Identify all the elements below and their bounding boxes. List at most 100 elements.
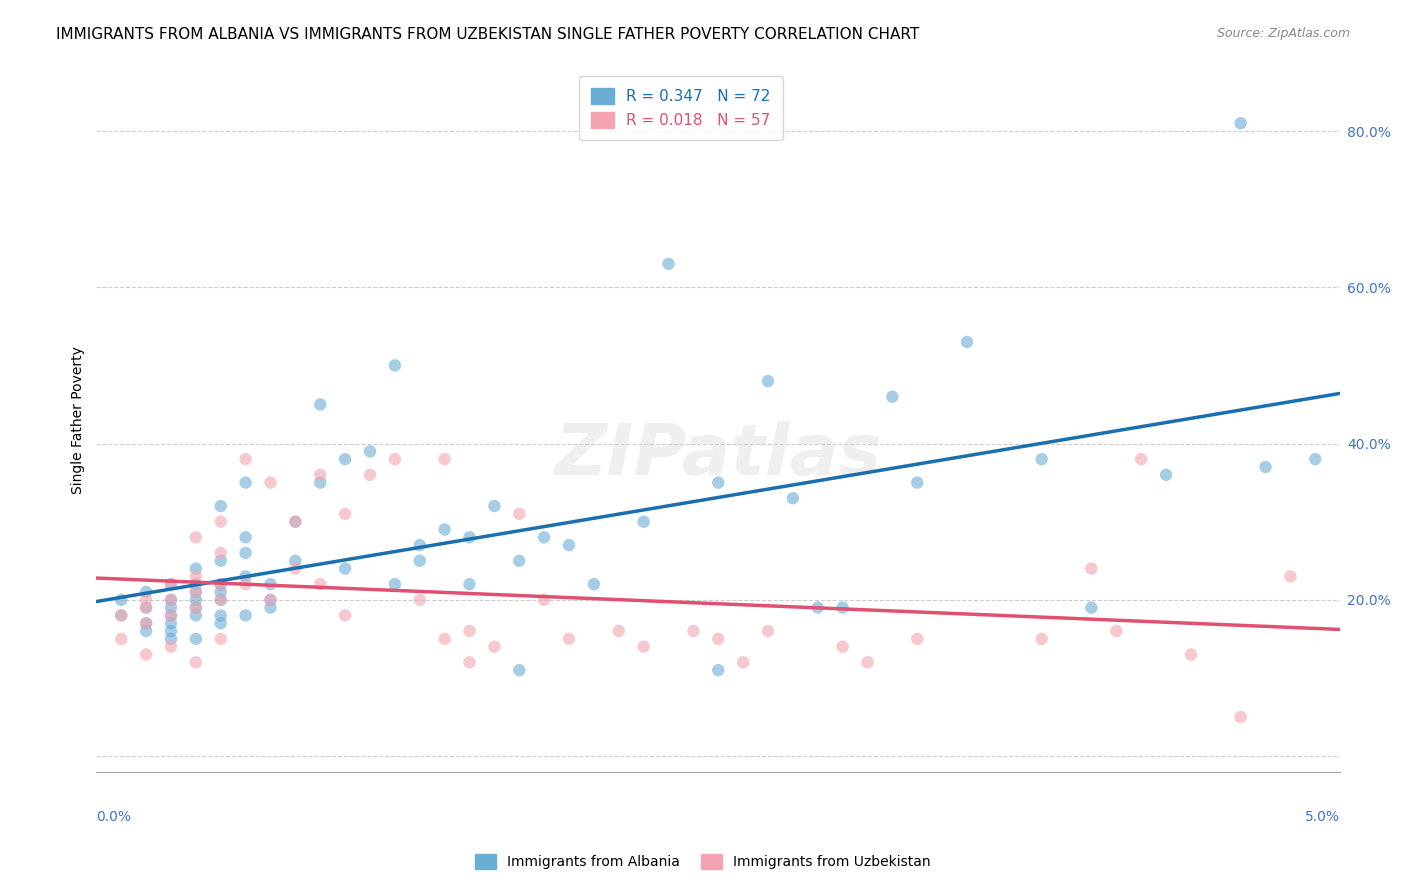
Point: [1105, 624, 1128, 638]
Legend: Immigrants from Albania, Immigrants from Uzbekistan: Immigrants from Albania, Immigrants from…: [468, 847, 938, 876]
Point: [756, 374, 779, 388]
Point: [135, 624, 157, 638]
Point: [160, 624, 183, 638]
Point: [409, 592, 432, 607]
Point: [1229, 116, 1251, 130]
Point: [484, 499, 506, 513]
Point: [558, 538, 581, 552]
Point: [359, 467, 381, 482]
Point: [533, 592, 555, 607]
Text: IMMIGRANTS FROM ALBANIA VS IMMIGRANTS FROM UZBEKISTAN SINGLE FATHER POVERTY CORR: IMMIGRANTS FROM ALBANIA VS IMMIGRANTS FR…: [56, 27, 920, 42]
Point: [184, 592, 207, 607]
Point: [707, 632, 730, 646]
Point: [1080, 561, 1102, 575]
Text: ZIPatlas: ZIPatlas: [554, 421, 882, 490]
Point: [1080, 600, 1102, 615]
Point: [209, 632, 232, 646]
Point: [707, 475, 730, 490]
Point: [682, 624, 704, 638]
Point: [184, 585, 207, 599]
Point: [1180, 648, 1202, 662]
Point: [484, 640, 506, 654]
Point: [235, 530, 257, 544]
Point: [235, 608, 257, 623]
Point: [831, 600, 853, 615]
Point: [582, 577, 605, 591]
Point: [135, 600, 157, 615]
Text: 5.0%: 5.0%: [1305, 810, 1340, 824]
Point: [160, 608, 183, 623]
Point: [184, 600, 207, 615]
Point: [1154, 467, 1177, 482]
Point: [209, 616, 232, 631]
Point: [160, 632, 183, 646]
Point: [508, 507, 530, 521]
Point: [558, 632, 581, 646]
Point: [1031, 452, 1053, 467]
Point: [235, 452, 257, 467]
Point: [184, 608, 207, 623]
Point: [184, 585, 207, 599]
Point: [209, 577, 232, 591]
Point: [782, 491, 804, 506]
Point: [409, 538, 432, 552]
Point: [333, 452, 356, 467]
Point: [905, 632, 928, 646]
Point: [259, 592, 281, 607]
Point: [384, 452, 406, 467]
Point: [160, 640, 183, 654]
Point: [1229, 710, 1251, 724]
Text: 0.0%: 0.0%: [97, 810, 131, 824]
Point: [657, 257, 679, 271]
Point: [1031, 632, 1053, 646]
Point: [184, 577, 207, 591]
Point: [160, 577, 183, 591]
Point: [633, 515, 655, 529]
Point: [409, 554, 432, 568]
Point: [607, 624, 630, 638]
Point: [733, 656, 755, 670]
Point: [458, 577, 481, 591]
Point: [756, 624, 779, 638]
Point: [184, 569, 207, 583]
Point: [333, 608, 356, 623]
Point: [110, 632, 132, 646]
Point: [458, 656, 481, 670]
Point: [184, 600, 207, 615]
Point: [209, 546, 232, 560]
Point: [831, 640, 853, 654]
Point: [633, 640, 655, 654]
Point: [235, 577, 257, 591]
Point: [284, 554, 307, 568]
Point: [359, 444, 381, 458]
Point: [905, 475, 928, 490]
Point: [135, 616, 157, 631]
Point: [508, 663, 530, 677]
Point: [433, 632, 456, 646]
Point: [135, 600, 157, 615]
Point: [856, 656, 879, 670]
Point: [259, 577, 281, 591]
Point: [333, 507, 356, 521]
Point: [707, 663, 730, 677]
Point: [284, 515, 307, 529]
Point: [110, 592, 132, 607]
Point: [259, 592, 281, 607]
Point: [458, 530, 481, 544]
Point: [135, 616, 157, 631]
Point: [184, 561, 207, 575]
Point: [309, 475, 332, 490]
Point: [160, 592, 183, 607]
Point: [956, 334, 979, 349]
Point: [235, 546, 257, 560]
Point: [135, 648, 157, 662]
Point: [135, 592, 157, 607]
Point: [184, 656, 207, 670]
Point: [309, 467, 332, 482]
Point: [209, 608, 232, 623]
Point: [384, 577, 406, 591]
Point: [333, 561, 356, 575]
Point: [160, 592, 183, 607]
Point: [110, 608, 132, 623]
Point: [235, 475, 257, 490]
